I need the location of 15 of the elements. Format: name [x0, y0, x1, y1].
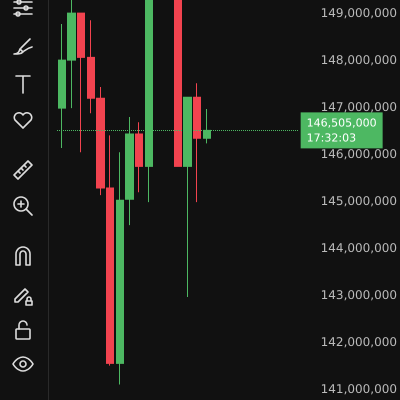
- text: 17:32:03: [306, 131, 356, 144]
- y-tick-label: 145,000,000: [320, 194, 397, 208]
- y-tick-label: 141,000,000: [320, 382, 397, 396]
- candlestick: [77, 12, 85, 153]
- y-tick-label: 147,000,000: [320, 100, 397, 114]
- candlestick: [135, 122, 143, 193]
- candlestick: [174, 0, 182, 167]
- y-tick-label: 148,000,000: [320, 53, 397, 68]
- y-tick-label: 149,000,000: [320, 6, 397, 20]
- y-tick-label: 144,000,000: [320, 241, 397, 256]
- ref-line-label: 146,505,000: [306, 116, 377, 130]
- y-tick-label: 143,000,000: [320, 288, 397, 302]
- candlestick: [193, 82, 201, 203]
- y-tick-label: 142,000,000: [320, 335, 397, 350]
- y-tick-label: 146,000,000: [320, 147, 397, 162]
